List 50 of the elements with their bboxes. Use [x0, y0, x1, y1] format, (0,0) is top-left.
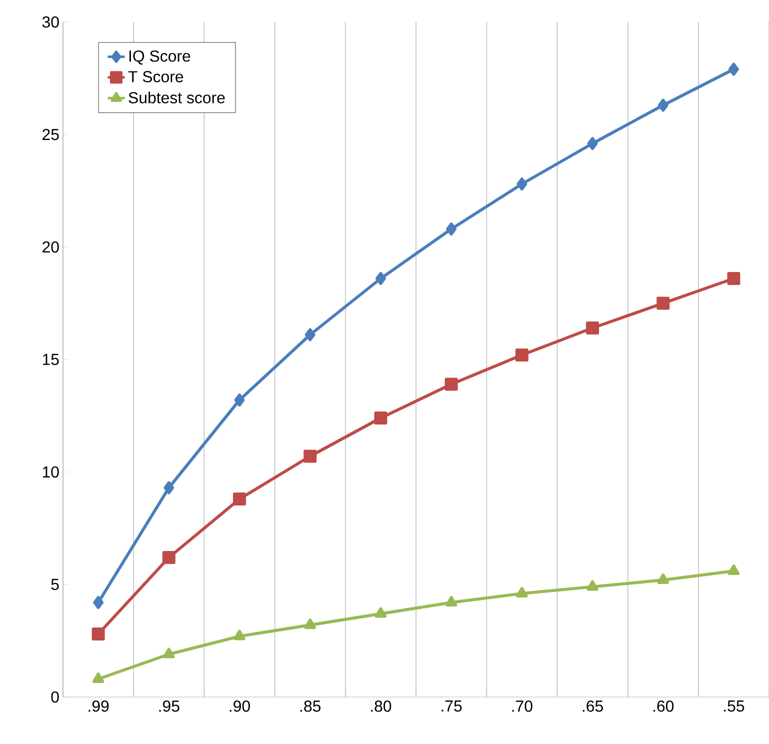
x-tick-label: .70 [512, 700, 532, 712]
point [586, 321, 600, 334]
point [304, 450, 317, 463]
point [163, 648, 175, 658]
point [233, 492, 246, 506]
point [374, 412, 388, 424]
point [656, 296, 670, 310]
point [446, 222, 457, 236]
point [92, 628, 105, 640]
legend-label: Subtest score [128, 92, 225, 104]
point [445, 596, 458, 606]
point [657, 574, 669, 584]
x-tick-label: .99 [88, 700, 109, 712]
point [728, 62, 739, 76]
point [516, 177, 528, 190]
legend-label: IQ Score [129, 50, 190, 65]
x-tick-label: .55 [724, 700, 744, 712]
y-tick-label: 20 [42, 241, 59, 253]
point [304, 618, 316, 629]
point [164, 481, 174, 494]
point [586, 580, 598, 591]
point [234, 394, 245, 406]
y-tick-label: 15 [42, 354, 59, 366]
y-tick-label: 10 [42, 466, 59, 478]
point [515, 348, 528, 362]
x-tick-label: .95 [159, 700, 180, 712]
point [444, 378, 458, 391]
x-tick-label: .90 [230, 700, 250, 712]
point [727, 272, 740, 285]
point [728, 564, 740, 575]
y-tick-label: 5 [51, 578, 59, 590]
point [516, 587, 528, 598]
point [304, 328, 316, 342]
x-tick-label: .65 [582, 700, 603, 712]
point [658, 98, 668, 112]
point [375, 272, 386, 285]
point [374, 607, 387, 618]
x-tick-label: .75 [442, 700, 462, 712]
x-tick-label: .80 [371, 700, 392, 712]
point [92, 672, 104, 683]
legend-label: T Score [128, 71, 184, 82]
y-tick-label: 30 [42, 16, 59, 28]
x-tick-label: .60 [653, 700, 674, 712]
point [234, 630, 246, 640]
point [587, 136, 598, 150]
point [93, 596, 104, 609]
y-tick-label: 25 [42, 128, 59, 140]
point [162, 551, 176, 564]
y-tick-label: 0 [51, 691, 59, 703]
x-tick-label: .85 [300, 700, 321, 712]
